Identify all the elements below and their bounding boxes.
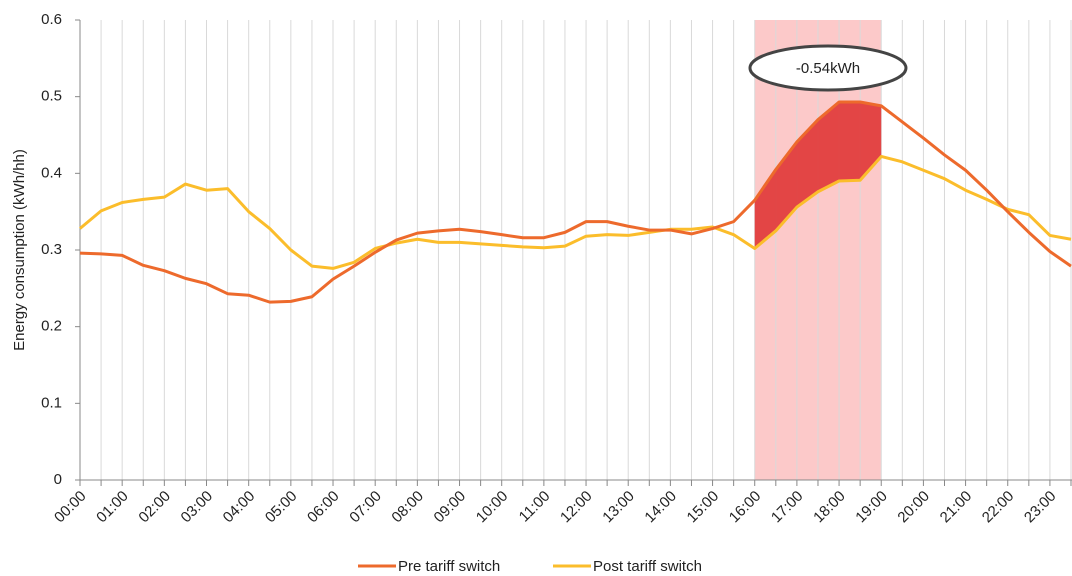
x-tick-label: 14:00: [641, 488, 680, 527]
x-tick-label: 23:00: [1021, 488, 1060, 527]
x-tick-label: 03:00: [178, 488, 217, 527]
x-tick-label: 01:00: [93, 488, 132, 527]
legend-label: Post tariff switch: [593, 558, 702, 575]
x-tick-label: 10:00: [473, 488, 512, 527]
series-line: [79, 154, 1072, 270]
x-tick-label: 21:00: [937, 488, 976, 527]
x-tick-label: 00:00: [51, 488, 90, 527]
x-tick-label: 11:00: [516, 488, 554, 526]
x-tick-label: 16:00: [726, 488, 765, 527]
x-tick-label: 02:00: [135, 488, 174, 527]
x-tick-label: 04:00: [220, 488, 259, 527]
x-tick-label: 08:00: [388, 488, 427, 527]
x-tick-label: 07:00: [346, 488, 385, 527]
series-line: [79, 100, 1072, 304]
x-tick-label: 09:00: [431, 488, 470, 527]
x-tick-label: 17:00: [768, 488, 807, 527]
legend-label: Pre tariff switch: [398, 558, 500, 575]
saving-area: [754, 102, 882, 249]
x-tick-label: 20:00: [894, 488, 933, 527]
y-axis-label: Energy consumption (kWh/hh): [11, 149, 28, 351]
y-tick-label: 0.2: [41, 318, 62, 335]
x-tick-label: 18:00: [810, 488, 849, 527]
x-tick-label: 15:00: [684, 488, 723, 527]
y-tick-label: 0.1: [41, 394, 62, 411]
annotation: -0.54kWh: [796, 60, 860, 77]
x-tick-label: 13:00: [599, 488, 638, 527]
y-tick-label: 0.5: [41, 88, 62, 105]
x-tick-label: 12:00: [557, 488, 596, 527]
y-tick-label: 0.4: [41, 164, 62, 181]
annotation-bubble: [748, 44, 908, 92]
y-tick-label: 0.3: [41, 241, 62, 258]
x-tick-label: 06:00: [304, 488, 343, 527]
x-tick-label: 19:00: [852, 488, 891, 527]
y-tick-label: 0: [54, 471, 62, 488]
y-tick-label: 0.6: [41, 11, 62, 28]
x-tick-label: 05:00: [262, 488, 301, 527]
x-tick-label: 22:00: [979, 488, 1018, 527]
